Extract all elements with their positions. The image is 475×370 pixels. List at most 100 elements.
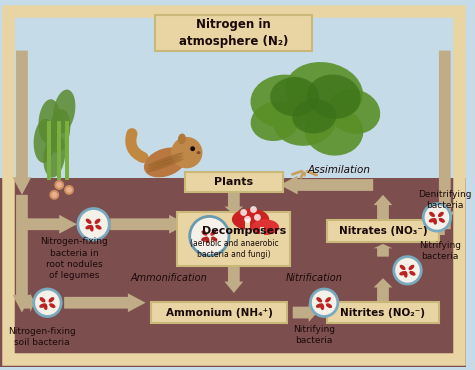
Circle shape bbox=[394, 257, 421, 284]
Ellipse shape bbox=[86, 219, 92, 224]
Ellipse shape bbox=[48, 109, 70, 153]
Ellipse shape bbox=[205, 236, 209, 243]
Circle shape bbox=[310, 289, 338, 316]
Ellipse shape bbox=[232, 209, 269, 230]
FancyArrow shape bbox=[224, 260, 243, 293]
Ellipse shape bbox=[53, 90, 76, 133]
Ellipse shape bbox=[86, 225, 92, 229]
FancyArrowPatch shape bbox=[301, 173, 303, 178]
Text: Nitrogen-fixing
soil bacteria: Nitrogen-fixing soil bacteria bbox=[8, 327, 76, 347]
Ellipse shape bbox=[48, 297, 54, 302]
Ellipse shape bbox=[429, 212, 435, 217]
Ellipse shape bbox=[270, 77, 319, 116]
Text: Ammonification: Ammonification bbox=[131, 273, 208, 283]
Ellipse shape bbox=[147, 158, 184, 172]
Circle shape bbox=[190, 146, 195, 151]
Ellipse shape bbox=[439, 218, 445, 223]
Ellipse shape bbox=[43, 134, 66, 178]
FancyArrow shape bbox=[110, 215, 187, 234]
Ellipse shape bbox=[95, 219, 100, 224]
Circle shape bbox=[64, 185, 74, 195]
Bar bbox=[245, 219, 249, 241]
Ellipse shape bbox=[429, 218, 435, 222]
Ellipse shape bbox=[49, 303, 56, 308]
Text: Nitrates (NO₃⁻): Nitrates (NO₃⁻) bbox=[339, 226, 428, 236]
Ellipse shape bbox=[399, 271, 406, 276]
Ellipse shape bbox=[90, 225, 94, 232]
Ellipse shape bbox=[285, 62, 363, 122]
Text: Nitrification: Nitrification bbox=[286, 273, 343, 283]
FancyArrow shape bbox=[436, 51, 454, 229]
FancyArrow shape bbox=[339, 303, 363, 322]
FancyArrow shape bbox=[224, 192, 243, 215]
Circle shape bbox=[244, 216, 251, 223]
Circle shape bbox=[171, 137, 202, 168]
FancyBboxPatch shape bbox=[327, 302, 439, 323]
Ellipse shape bbox=[39, 303, 46, 308]
Ellipse shape bbox=[95, 225, 102, 230]
Circle shape bbox=[240, 209, 247, 216]
FancyArrow shape bbox=[412, 220, 445, 239]
FancyBboxPatch shape bbox=[327, 220, 439, 242]
Bar bbox=[65, 121, 69, 180]
FancyBboxPatch shape bbox=[185, 172, 283, 192]
FancyArrow shape bbox=[373, 195, 392, 224]
Ellipse shape bbox=[147, 152, 184, 166]
Circle shape bbox=[250, 206, 257, 213]
Ellipse shape bbox=[38, 99, 60, 143]
Circle shape bbox=[66, 187, 72, 193]
Ellipse shape bbox=[43, 303, 48, 310]
Circle shape bbox=[190, 216, 229, 256]
Ellipse shape bbox=[433, 218, 437, 225]
FancyArrow shape bbox=[436, 195, 454, 229]
Ellipse shape bbox=[404, 271, 408, 278]
Text: Nitrifying
bacteria: Nitrifying bacteria bbox=[419, 240, 461, 261]
FancyArrow shape bbox=[22, 215, 77, 234]
Ellipse shape bbox=[304, 107, 363, 156]
Bar bbox=[260, 227, 264, 243]
Ellipse shape bbox=[39, 297, 46, 302]
FancyArrow shape bbox=[12, 195, 31, 313]
Ellipse shape bbox=[178, 134, 186, 144]
Ellipse shape bbox=[252, 219, 279, 235]
FancyArrow shape bbox=[22, 293, 35, 312]
Bar bbox=[48, 121, 51, 180]
Ellipse shape bbox=[292, 99, 336, 134]
Text: Ammonium (NH₄⁺): Ammonium (NH₄⁺) bbox=[166, 307, 273, 317]
Ellipse shape bbox=[307, 74, 361, 119]
Text: Nitrogen in
atmosphere (N₂): Nitrogen in atmosphere (N₂) bbox=[179, 18, 288, 48]
FancyBboxPatch shape bbox=[155, 15, 313, 51]
Text: Nitrogen-fixing
bacteria in
root nodules
of legumes: Nitrogen-fixing bacteria in root nodules… bbox=[40, 238, 108, 280]
FancyArrow shape bbox=[293, 303, 317, 322]
Ellipse shape bbox=[316, 297, 322, 302]
FancyArrowPatch shape bbox=[131, 134, 143, 158]
Text: Nitrites (NO₂⁻): Nitrites (NO₂⁻) bbox=[341, 307, 426, 317]
Circle shape bbox=[423, 204, 451, 231]
Ellipse shape bbox=[201, 231, 207, 236]
Ellipse shape bbox=[147, 155, 184, 169]
FancyArrow shape bbox=[12, 51, 31, 195]
Circle shape bbox=[54, 180, 64, 190]
Circle shape bbox=[49, 190, 59, 200]
FancyBboxPatch shape bbox=[152, 302, 287, 323]
FancyArrow shape bbox=[280, 176, 373, 194]
FancyArrow shape bbox=[64, 293, 145, 312]
Text: (aerobic and anaerobic
bacteria and fungi): (aerobic and anaerobic bacteria and fung… bbox=[190, 239, 278, 259]
Bar bbox=[0, 178, 466, 367]
Circle shape bbox=[78, 209, 109, 240]
Ellipse shape bbox=[197, 151, 200, 154]
Circle shape bbox=[254, 214, 261, 221]
Ellipse shape bbox=[250, 75, 319, 129]
Ellipse shape bbox=[251, 101, 299, 141]
Ellipse shape bbox=[144, 148, 187, 177]
Ellipse shape bbox=[320, 303, 324, 310]
Text: Assimilation: Assimilation bbox=[307, 165, 370, 175]
Text: Nitrifying
bacteria: Nitrifying bacteria bbox=[293, 325, 335, 345]
Ellipse shape bbox=[438, 212, 444, 217]
FancyBboxPatch shape bbox=[178, 212, 290, 266]
Ellipse shape bbox=[399, 265, 406, 270]
Ellipse shape bbox=[34, 119, 56, 163]
Ellipse shape bbox=[210, 231, 216, 236]
Text: Denitrifying
bacteria: Denitrifying bacteria bbox=[418, 190, 472, 210]
Ellipse shape bbox=[325, 297, 331, 302]
